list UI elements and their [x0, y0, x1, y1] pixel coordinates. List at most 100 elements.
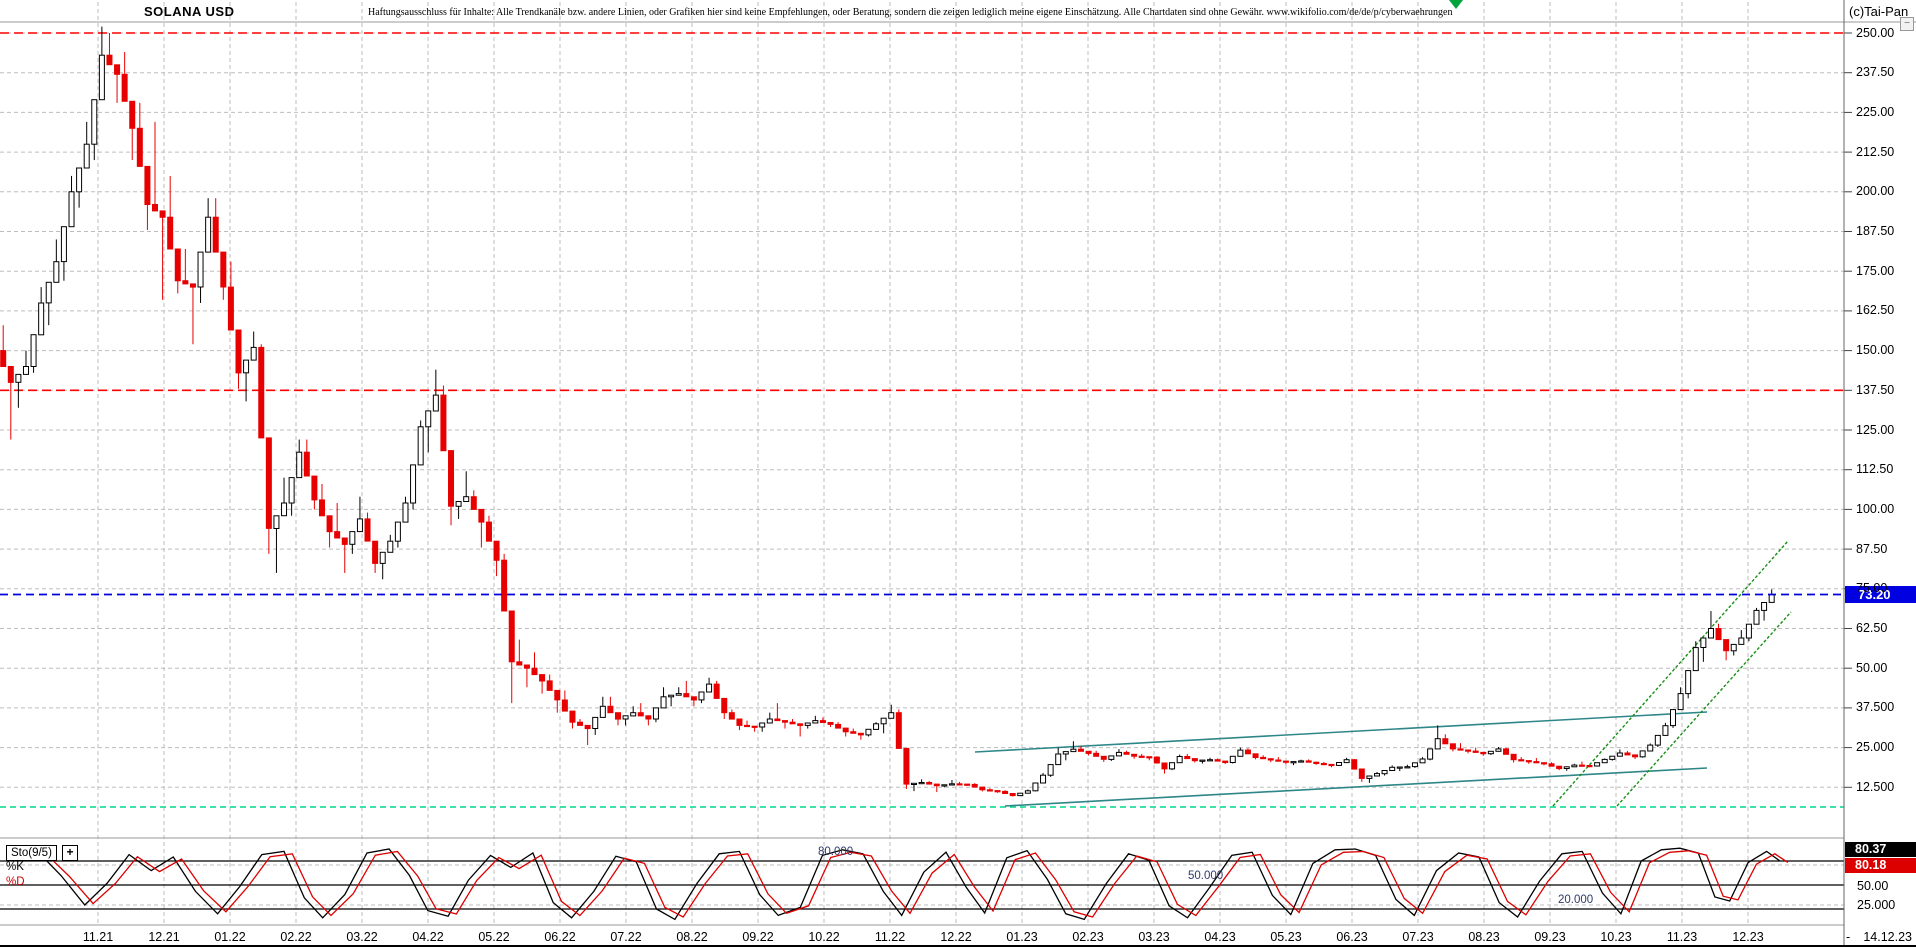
stochastic-legend-button[interactable]: Sto(9/5) [6, 845, 57, 861]
candle-body [1047, 764, 1054, 776]
candle-body [129, 100, 136, 129]
candle-body [1351, 759, 1358, 770]
candle-body [1472, 750, 1479, 753]
candle-body [303, 451, 310, 477]
candle-body [1692, 647, 1699, 672]
candle-body [1487, 750, 1494, 755]
candle-body [258, 346, 265, 439]
candle-body [577, 721, 584, 726]
candle-body [1510, 753, 1517, 761]
trend-channel-line [974, 711, 1708, 753]
candle-body [1442, 738, 1449, 745]
candle-body [668, 694, 675, 698]
candle-body [645, 715, 652, 720]
candle-body [812, 720, 819, 724]
candle-body [1427, 748, 1434, 760]
candle-body [1131, 753, 1138, 757]
candle-body [1639, 750, 1646, 758]
candle-body [1115, 751, 1122, 757]
candle-body [463, 496, 470, 503]
candle-body [1601, 758, 1608, 764]
candle-body [1146, 756, 1153, 759]
candle-body [334, 531, 341, 539]
candle-body [804, 722, 811, 726]
candle-body [22, 366, 29, 375]
candle-body [918, 782, 925, 785]
candle-body [227, 286, 234, 331]
candle-body [425, 410, 432, 428]
candle-body [1434, 738, 1441, 750]
candle-body [1244, 749, 1251, 755]
candle-body [1374, 773, 1380, 777]
candle-body [1715, 628, 1722, 641]
candle-body [850, 731, 857, 734]
candle-body [1161, 762, 1168, 770]
candle-body [1723, 639, 1730, 652]
candle-body [1556, 765, 1563, 770]
candle-body [235, 329, 242, 374]
candle-body [15, 373, 22, 383]
candle-body [212, 216, 219, 253]
candle-body [1207, 759, 1214, 762]
candle-body [523, 664, 530, 669]
candle-body [599, 705, 606, 718]
candle-body [1571, 764, 1578, 768]
candle-body [1358, 768, 1365, 779]
candle-body [546, 680, 553, 691]
candle-body [1343, 759, 1350, 764]
candle-body [1647, 744, 1654, 752]
candle-body [311, 475, 318, 501]
candle-body [592, 716, 599, 730]
candle-body [136, 127, 143, 167]
candle-body [1457, 748, 1464, 751]
stochastic-d-line [48, 850, 1789, 918]
candle-body [728, 712, 735, 720]
candle-body [1108, 755, 1115, 760]
candle-body [986, 789, 993, 792]
candle-body [1730, 643, 1737, 652]
candle-body [379, 551, 386, 564]
candle-body [83, 143, 90, 169]
candle-body [144, 165, 151, 205]
candle-body [53, 261, 60, 283]
candle-body [1366, 775, 1373, 779]
candle-body [1540, 762, 1547, 765]
candle-body [1396, 766, 1403, 769]
candle-body [205, 216, 212, 253]
candle-body [554, 689, 561, 701]
stochastic-k-line [40, 847, 1780, 921]
candle-body [220, 251, 227, 288]
candle-body [1465, 749, 1472, 752]
candle-body [751, 725, 758, 728]
candle-body [797, 723, 804, 726]
candle-body [250, 346, 257, 361]
steep-trend-line [1552, 540, 1789, 807]
candle-body [106, 54, 113, 66]
add-indicator-button[interactable]: + [62, 845, 78, 861]
candle-body [372, 540, 379, 564]
candle-body [326, 515, 333, 533]
candle-body [273, 515, 280, 529]
candle-body [1616, 752, 1623, 757]
candle-body [857, 732, 864, 736]
candle-body [1563, 766, 1570, 769]
candle-body [1153, 756, 1160, 764]
candle-body [1518, 759, 1525, 762]
candle-body [1594, 762, 1601, 767]
candle-body [516, 661, 523, 666]
candle-body [880, 717, 887, 725]
steep-trend-line [1616, 611, 1792, 807]
candle-body [842, 727, 849, 733]
collapse-axis-button[interactable]: − [1900, 17, 1914, 31]
candle-body [1525, 760, 1532, 763]
candle-body [948, 783, 955, 786]
candle-body [1578, 764, 1585, 767]
candle-body [1328, 763, 1335, 767]
candle-body [341, 537, 348, 545]
candle-body [38, 302, 45, 336]
candle-body [1176, 756, 1183, 764]
candle-body [60, 226, 67, 263]
candle-body [1389, 766, 1396, 771]
candle-body [675, 693, 682, 696]
